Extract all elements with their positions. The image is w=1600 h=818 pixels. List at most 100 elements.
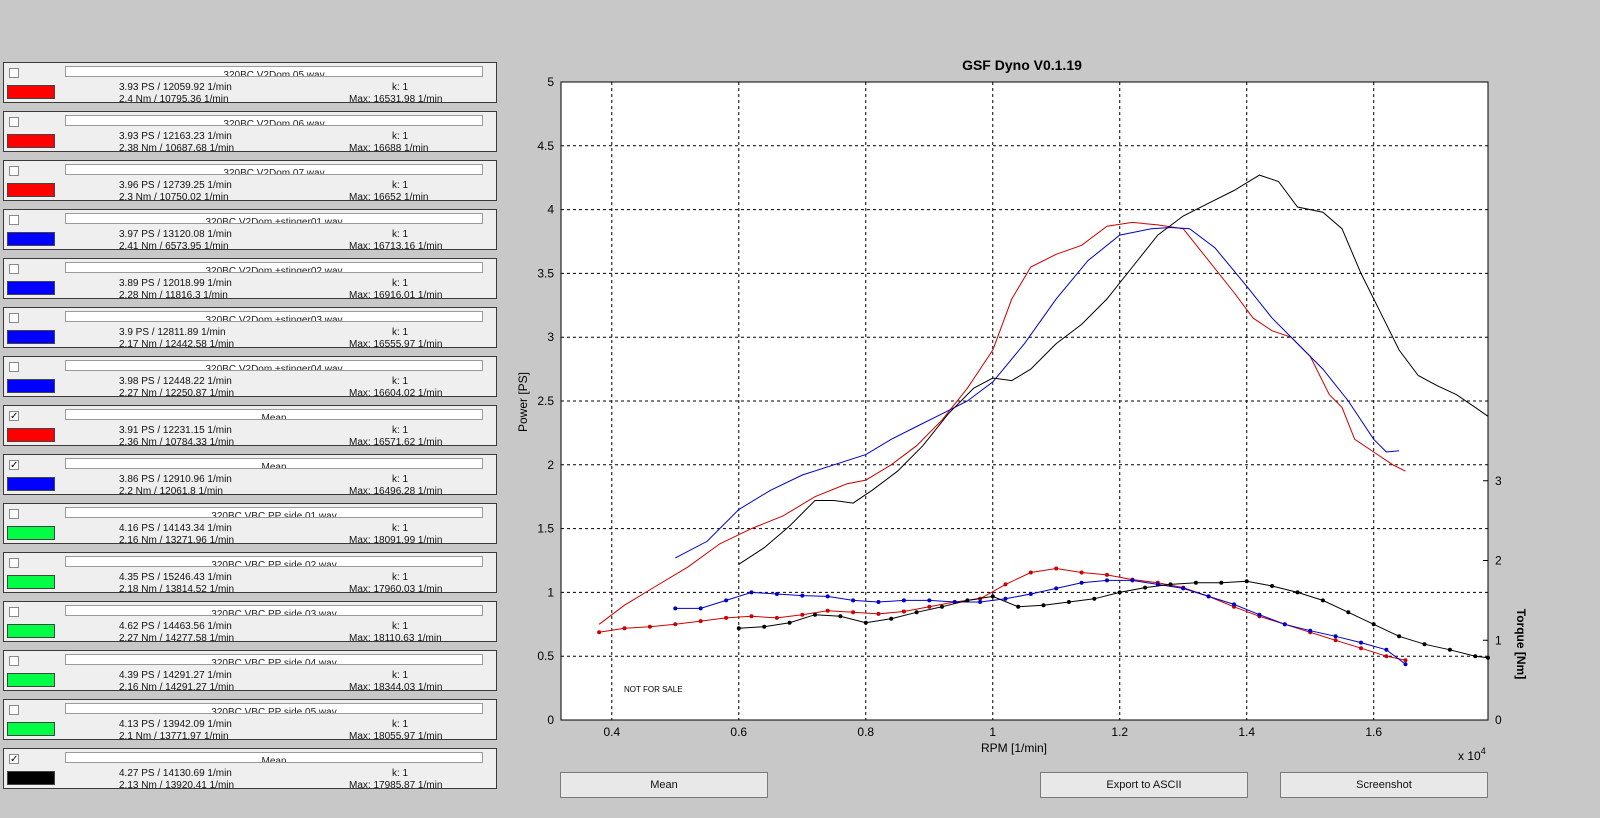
y2-tick-label: 1 <box>1495 633 1502 647</box>
run-max: Max: 16531.98 1/min <box>349 94 443 103</box>
run-torque: 2.27 Nm / 12250.87 1/min <box>119 388 235 397</box>
torque-point <box>1397 634 1402 639</box>
run-entry: 320BC VBC PP side 02.wav 4.35 PS / 15246.… <box>3 552 497 593</box>
x-multiplier: x 104 <box>1458 746 1486 763</box>
run-name: 320BC V2Dom 06.wav <box>65 115 483 126</box>
torque-point <box>990 594 995 599</box>
torque-point <box>1105 572 1109 577</box>
run-color-swatch[interactable] <box>7 281 55 295</box>
run-color-swatch[interactable] <box>7 85 55 99</box>
run-entry: 320BC VBC PP side 04.wav 4.39 PS / 14291.… <box>3 650 497 691</box>
torque-point <box>1181 586 1186 591</box>
torque-point <box>1384 654 1389 659</box>
torque-point <box>647 624 652 629</box>
grid-lines <box>561 82 1488 720</box>
run-entry: 320BC V2Dom 07.wav 3.96 PS / 12739.25 1/m… <box>3 160 497 201</box>
run-checkbox[interactable] <box>9 68 19 78</box>
torque-point <box>1143 585 1148 590</box>
torque-point <box>1403 658 1408 663</box>
torque-point <box>1193 580 1198 585</box>
run-torque: 2.1 Nm / 13771.97 1/min <box>119 731 229 740</box>
run-checkbox[interactable] <box>9 607 19 617</box>
mean-button[interactable]: Mean <box>560 772 768 798</box>
torque-point <box>698 606 703 611</box>
torque-point <box>965 598 970 603</box>
power-series-line <box>738 174 1489 565</box>
torque-point <box>749 590 754 595</box>
y2-tick-label: 3 <box>1495 474 1502 488</box>
run-torque: 2.16 Nm / 13271.96 1/min <box>119 535 235 544</box>
y-tick-label: 1 <box>547 585 554 599</box>
run-max: Max: 18110.63 1/min <box>349 633 442 642</box>
x-tick-label: 0.6 <box>730 725 747 739</box>
run-color-swatch[interactable] <box>7 526 55 540</box>
run-torque: 2.3 Nm / 10750.02 1/min <box>119 192 229 201</box>
run-checkbox[interactable] <box>9 509 19 519</box>
run-checkbox[interactable]: ✓ <box>9 460 19 471</box>
torque-point <box>901 598 906 603</box>
run-checkbox[interactable]: ✓ <box>9 411 19 422</box>
run-entry: ✓ Mean 3.91 PS / 12231.15 1/min 2.36 Nm / 1… <box>3 405 497 446</box>
screenshot-button[interactable]: Screenshot <box>1280 772 1488 798</box>
torque-point <box>1333 634 1338 639</box>
run-color-swatch[interactable] <box>7 722 55 736</box>
run-color-swatch[interactable] <box>7 624 55 638</box>
y2-axis-label: Torque [Nm] <box>1514 609 1528 679</box>
run-max: Max: 18091.99 1/min <box>349 535 443 544</box>
run-checkbox[interactable] <box>9 362 19 372</box>
run-power: 3.96 PS / 12739.25 1/min <box>119 180 232 191</box>
run-checkbox[interactable] <box>9 558 19 568</box>
y-tick-label: 0.5 <box>537 649 554 663</box>
run-power: 3.89 PS / 12018.99 1/min <box>119 278 232 289</box>
export-ascii-button[interactable]: Export to ASCII <box>1040 772 1248 798</box>
torque-point <box>1105 578 1109 583</box>
run-color-swatch[interactable] <box>7 771 55 785</box>
run-color-swatch[interactable] <box>7 232 55 246</box>
y-tick-label: 3 <box>547 330 554 344</box>
run-checkbox[interactable] <box>9 705 19 715</box>
run-color-swatch[interactable] <box>7 477 55 491</box>
run-torque: 2.2 Nm / 12061.8 1/min <box>119 486 223 495</box>
run-entry: ✓ Mean 4.27 PS / 14130.69 1/min 2.13 Nm / 1… <box>3 748 497 789</box>
run-power: 3.91 PS / 12231.15 1/min <box>119 425 232 436</box>
run-color-swatch[interactable] <box>7 575 55 589</box>
run-name: 320BC VBC PP side 02.wav <box>65 556 483 567</box>
run-checkbox[interactable] <box>9 264 19 274</box>
run-power: 4.16 PS / 14143.34 1/min <box>119 523 232 534</box>
run-name: 320BC V2Dom +stinger01.wav <box>65 213 483 224</box>
watermark: NOT FOR SALE <box>624 685 683 694</box>
run-color-swatch[interactable] <box>7 183 55 197</box>
run-max: Max: 16688 1/min <box>349 143 429 152</box>
torque-point <box>1403 662 1408 667</box>
run-entry: 320BC V2Dom +stinger02.wav 3.89 PS / 1201… <box>3 258 497 299</box>
torque-point <box>1371 622 1376 627</box>
run-power: 4.62 PS / 14463.56 1/min <box>119 621 232 632</box>
torque-point <box>927 604 932 609</box>
run-color-swatch[interactable] <box>7 673 55 687</box>
run-checkbox[interactable] <box>9 117 19 127</box>
run-checkbox[interactable] <box>9 313 19 323</box>
torque-point <box>876 600 881 604</box>
run-color-swatch[interactable] <box>7 428 55 442</box>
run-checkbox[interactable] <box>9 166 19 176</box>
torque-point <box>698 619 703 624</box>
run-checkbox[interactable] <box>9 656 19 666</box>
run-checkbox[interactable]: ✓ <box>9 754 19 765</box>
run-entry: 320BC V2Dom 05.wav 3.93 PS / 12059.92 1/m… <box>3 62 497 103</box>
run-color-swatch[interactable] <box>7 330 55 344</box>
run-color-swatch[interactable] <box>7 134 55 148</box>
run-entry: 320BC VBC PP side 03.wav 4.62 PS / 14463.… <box>3 601 497 642</box>
run-name: 320BC VBC PP side 03.wav <box>65 605 483 616</box>
run-k: k: 1 <box>392 327 409 338</box>
run-checkbox[interactable] <box>9 215 19 225</box>
run-color-swatch[interactable] <box>7 379 55 393</box>
torque-point <box>1422 642 1427 647</box>
torque-point <box>1270 584 1275 588</box>
run-k: k: 1 <box>392 229 409 240</box>
torque-point <box>927 598 932 603</box>
run-max: Max: 16916.01 1/min <box>349 290 443 299</box>
run-k: k: 1 <box>392 131 409 142</box>
run-power: 4.27 PS / 14130.69 1/min <box>119 768 232 779</box>
torque-point <box>1206 594 1211 599</box>
